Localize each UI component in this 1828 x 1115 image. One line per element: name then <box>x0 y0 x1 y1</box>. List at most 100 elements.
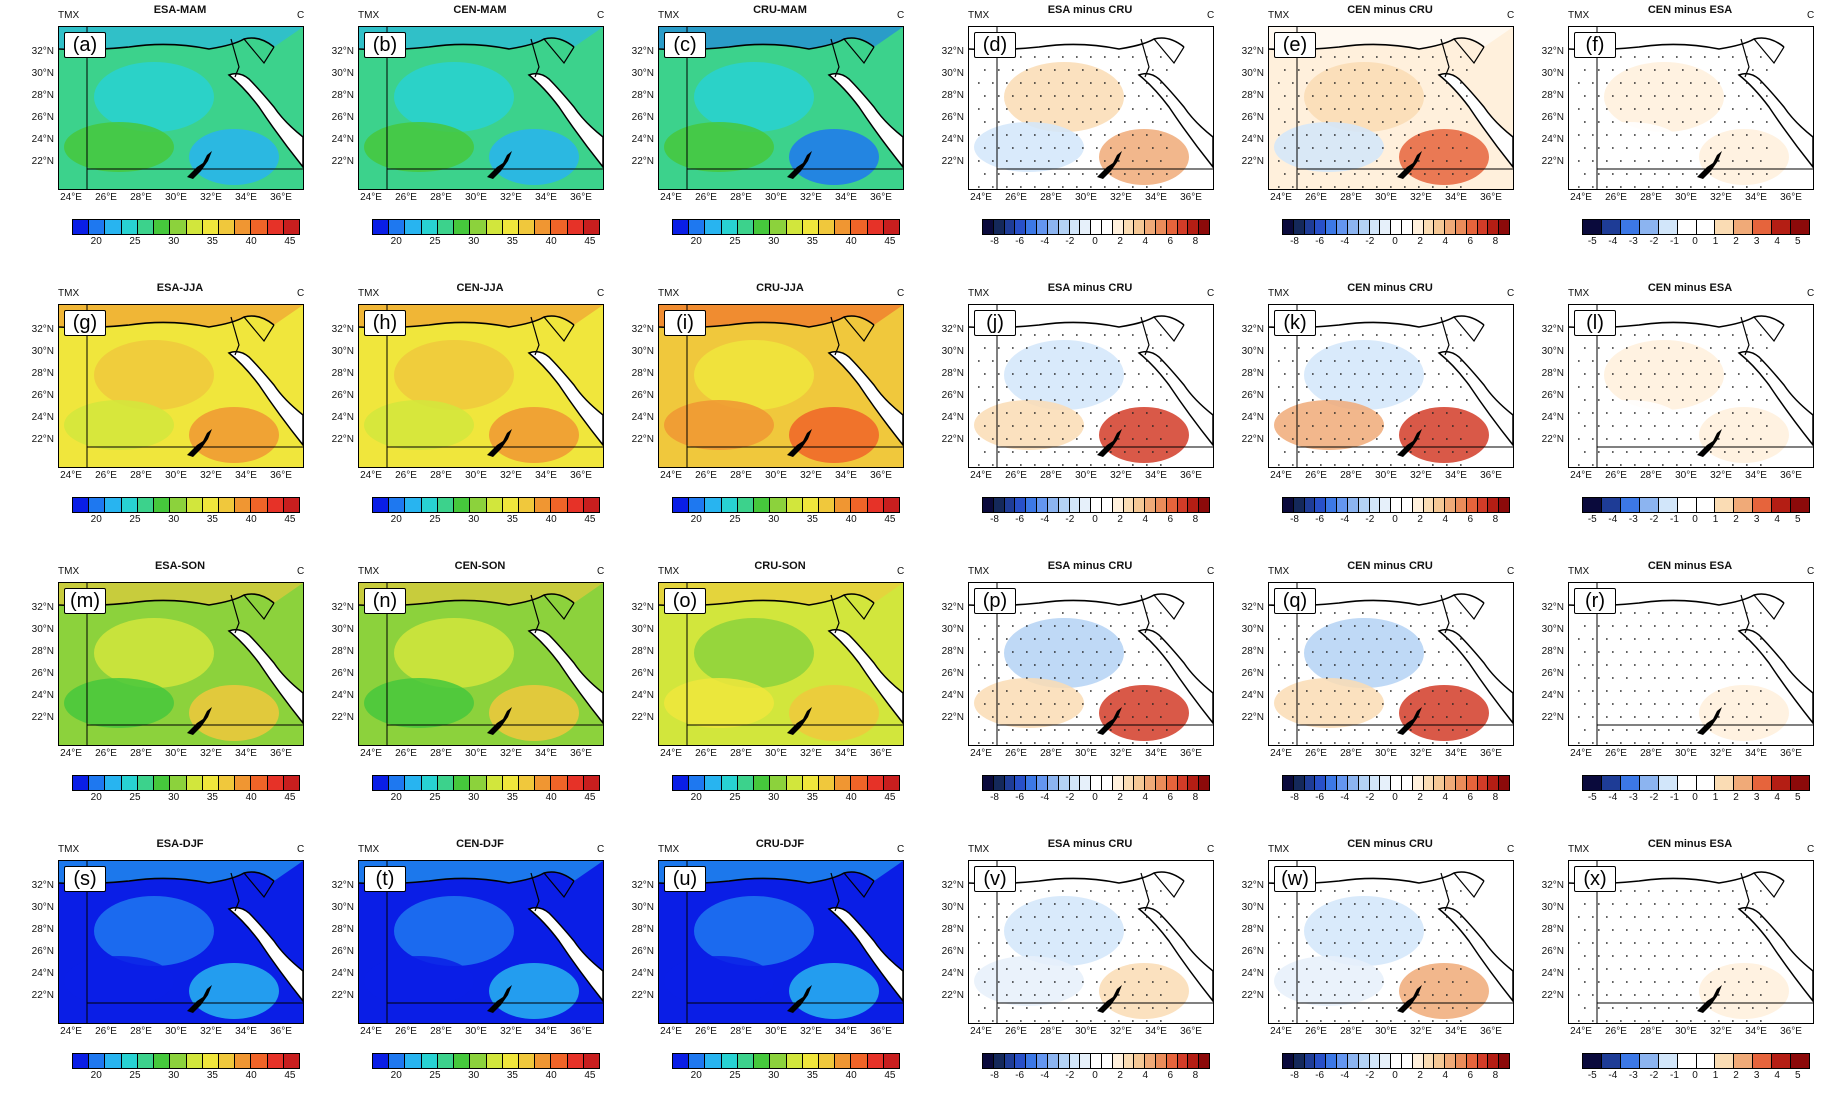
field-blob-3-3-1 <box>974 956 1084 1006</box>
stipple-dot <box>1353 729 1356 731</box>
stipple-dot <box>1745 612 1748 614</box>
stipple-dot <box>1375 56 1378 58</box>
stipple-dot <box>1611 703 1614 705</box>
panel-title: ESA minus CRU <box>1047 282 1133 294</box>
panel-title: ESA minus CRU <box>1047 4 1133 16</box>
stipple-dot <box>1667 121 1670 123</box>
longitude-label: 24°E <box>660 748 682 759</box>
stipple-dot <box>977 664 980 666</box>
colorbar-tick: 6 <box>1167 792 1174 803</box>
latitude-label: 22°N <box>631 712 654 723</box>
stipple-dot <box>1319 160 1322 162</box>
stipple-dot <box>1611 677 1614 679</box>
stipple-dot <box>1605 160 1608 162</box>
colorbar-tick: 35 <box>206 1070 218 1081</box>
stipple-dot <box>1047 968 1050 970</box>
stipple-dot <box>1325 173 1328 175</box>
stipple-dot <box>1311 929 1314 931</box>
stipple-dot <box>1423 729 1426 731</box>
stipple-dot <box>1667 95 1670 97</box>
stipple-dot <box>1751 425 1754 427</box>
panel-letter: (q) <box>1274 588 1316 614</box>
stipple-dot <box>983 703 986 705</box>
panel-letter: (m) <box>64 588 106 614</box>
latitude-label: 32°N <box>631 602 654 613</box>
map-plot <box>1268 582 1514 746</box>
field-blob-2-1-0 <box>394 618 514 688</box>
stipple-dot <box>1339 955 1342 957</box>
stipple-dot <box>1737 147 1740 149</box>
stipple-dot <box>1145 360 1148 362</box>
longitude-label: 26°E <box>695 470 717 481</box>
colorbar-tick: 35 <box>806 792 818 803</box>
stipple-dot <box>1675 56 1678 58</box>
stipple-dot <box>1605 638 1608 640</box>
longitude-label: 28°E <box>1640 1026 1662 1037</box>
colorbar-swatch <box>567 776 584 790</box>
stipple-dot <box>1667 729 1670 731</box>
colorbar-swatch <box>1715 220 1735 234</box>
stipple-dot <box>1137 625 1140 627</box>
colorbar-swatch <box>1380 1054 1392 1068</box>
stipple-dot <box>1459 890 1462 892</box>
stipple-dot <box>1703 334 1706 336</box>
latitude-label: 30°N <box>1241 68 1264 79</box>
latitude-label: 28°N <box>941 368 964 379</box>
panel-title: CRU-DJF <box>755 838 805 850</box>
colorbar-swatch <box>267 220 284 234</box>
colorbar-tick: 45 <box>884 792 896 803</box>
stipple-dot <box>1619 108 1622 110</box>
colorbar-swatch <box>883 220 900 234</box>
stipple-dot <box>1745 386 1748 388</box>
colorbar-swatch <box>1145 776 1156 790</box>
latitude-label: 24°N <box>631 690 654 701</box>
stipple-dot <box>991 968 994 970</box>
stipple-dot <box>1367 347 1370 349</box>
colorbar-tick: 2 <box>1117 236 1123 247</box>
stipple-dot <box>1717 994 1720 996</box>
colorbar-swatch <box>551 776 568 790</box>
stipple-dot <box>1647 82 1650 84</box>
stipple-dot <box>1151 1007 1154 1009</box>
stipple-dot <box>1137 373 1140 375</box>
stipple-dot <box>1403 1020 1406 1022</box>
longitude-label: 26°E <box>395 192 417 203</box>
stipple-dot <box>1591 664 1594 666</box>
colorbar-swatch <box>389 1054 406 1068</box>
colorbar-swatch <box>121 776 138 790</box>
stipple-dot <box>1325 703 1328 705</box>
colorbar-swatch <box>1166 220 1178 234</box>
field-blob-3-0-0 <box>94 896 214 966</box>
stipple-dot <box>1075 438 1078 440</box>
colorbar-tick: 4 <box>1142 236 1148 247</box>
stipple-dot <box>1583 451 1586 453</box>
stipple-dot <box>1297 729 1300 731</box>
stipple-dot <box>1075 942 1078 944</box>
panel-title: CEN minus ESA <box>1647 560 1733 572</box>
colorbar-swatch <box>1091 776 1102 790</box>
lake-nasser-0-5 <box>1697 151 1722 179</box>
field-blob-0-4-2 <box>1399 129 1489 185</box>
stipple-dot <box>1765 347 1768 349</box>
stipple-dot <box>1759 994 1762 996</box>
stipple-dot <box>1709 729 1712 731</box>
longitude-label: 24°E <box>360 748 382 759</box>
stipple-dot <box>1005 942 1008 944</box>
red-sea-0-1 <box>527 72 603 169</box>
stipple-dot <box>1577 942 1580 944</box>
stipple-dot <box>1311 451 1314 453</box>
stipple-dot <box>1109 373 1112 375</box>
stipple-dot <box>1319 464 1322 466</box>
stipple-dot <box>1465 69 1468 71</box>
panel-letter: (h) <box>364 310 406 336</box>
colorbar-swatch <box>421 776 438 790</box>
colorbar-swatch <box>1283 1054 1294 1068</box>
stipple-dot <box>1639 451 1642 453</box>
stipple-dot <box>1689 716 1692 718</box>
stipple-dot <box>1723 625 1726 627</box>
stipple-dot <box>1081 95 1084 97</box>
red-sea-2-2 <box>827 628 903 725</box>
colorbar-swatch <box>1639 776 1659 790</box>
stipple-dot <box>1437 373 1440 375</box>
longitude-label: 26°E <box>1605 1026 1627 1037</box>
